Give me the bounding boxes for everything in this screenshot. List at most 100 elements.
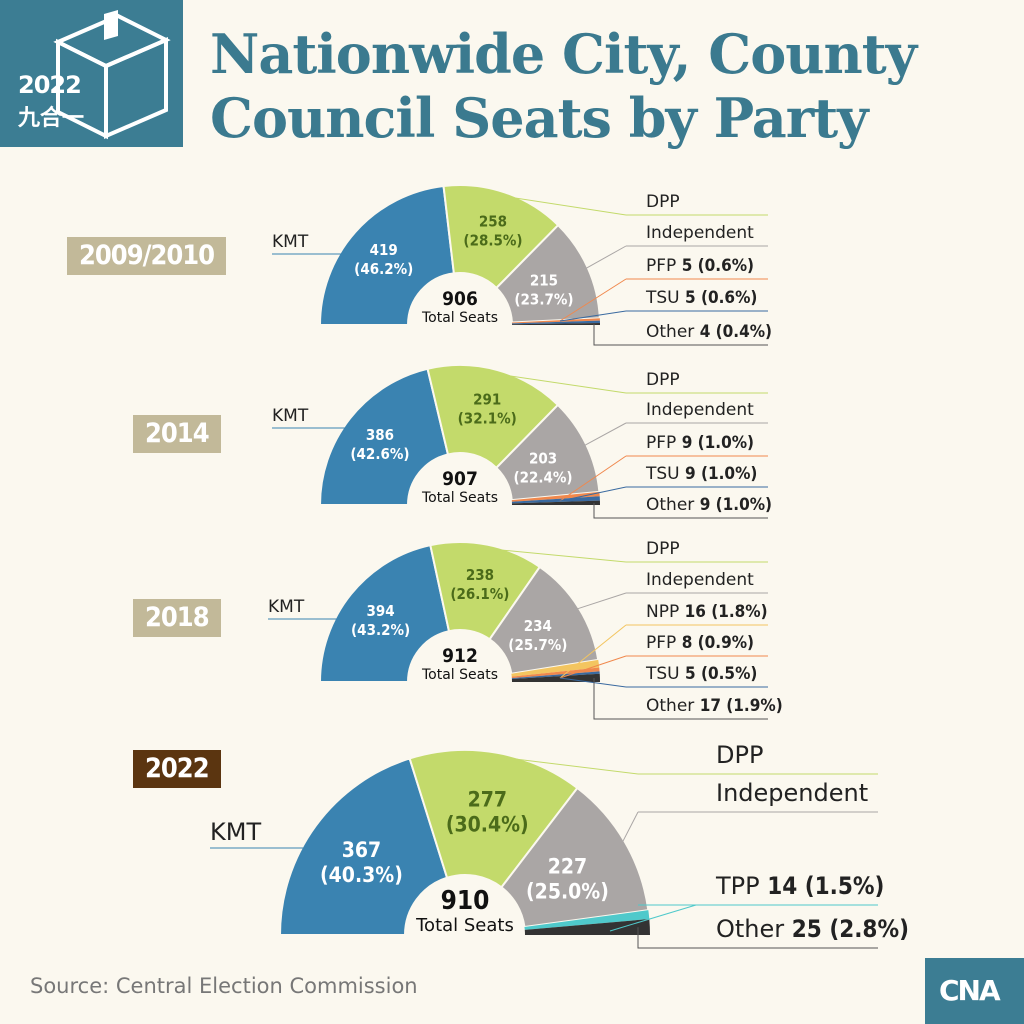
connector-pfp (559, 655, 627, 679)
pct-independent: (22.4%) (513, 468, 572, 486)
total-seats-label: Total Seats (421, 310, 498, 326)
slice-tsu-2018 (511, 671, 600, 679)
legend-kmt: KMT (210, 818, 261, 846)
year-label-2018: 2018 (133, 599, 221, 637)
connector-dpp (503, 195, 627, 216)
value-dpp: 238 (466, 566, 494, 584)
connector-tsu (559, 677, 627, 688)
value-kmt: 419 (370, 241, 398, 259)
slice-other-2014 (511, 500, 600, 505)
year-label-2014: 2014 (133, 415, 221, 453)
slice-tsu-2014 (511, 496, 600, 504)
slice-tsu-2009-2010 (511, 320, 600, 325)
pct-kmt: (43.2%) (351, 621, 410, 639)
legend-kmt: KMT (268, 597, 305, 617)
ballot-box-icon (53, 10, 171, 140)
logo-subtitle: 九合一 (18, 106, 85, 131)
total-seats-value: 912 (442, 645, 478, 667)
election-logo: 2022 九合一 (0, 0, 183, 147)
slice-kmt-2018 (318, 543, 451, 683)
slice-dpp-2022 (408, 749, 579, 889)
connector-other (593, 678, 636, 720)
value-kmt: 394 (367, 602, 395, 620)
connector-independent (621, 811, 639, 845)
title-line-1: Nationwide City, County (210, 22, 917, 86)
value-kmt: 386 (366, 426, 394, 444)
connector-other (593, 502, 636, 519)
legend-pfp: PFP 5 (0.6%) (646, 256, 754, 276)
legend-other: Other 25 (2.8%) (716, 915, 909, 943)
legend-dpp: DPP (716, 741, 763, 769)
slice-tpp-2022 (524, 910, 650, 930)
connector-tsu (559, 310, 627, 322)
connector-other (593, 324, 636, 346)
legend-other: Other 17 (1.9%) (646, 696, 783, 716)
connector-dpp (496, 373, 627, 394)
total-seats-value: 910 (441, 886, 490, 916)
value-independent: 227 (548, 854, 587, 878)
value-independent: 203 (529, 449, 557, 467)
slice-independent-2009-2010 (495, 223, 601, 324)
slice-independent-2018 (488, 565, 600, 675)
value-independent: 234 (524, 617, 552, 635)
cna-logo-text: CNA (939, 974, 1001, 1007)
slice-dpp-2014 (426, 364, 560, 470)
legend-dpp: DPP (646, 192, 680, 212)
legend-npp: NPP 16 (1.8%) (646, 602, 768, 622)
total-seats-value: 907 (442, 468, 478, 490)
slice-kmt-2022 (278, 757, 449, 936)
value-independent: 215 (530, 271, 558, 289)
pct-kmt: (46.2%) (354, 260, 413, 278)
legend-pfp: PFP 8 (0.9%) (646, 633, 754, 653)
slice-kmt-2014 (318, 367, 450, 506)
title-line-2: Council Seats by Party (210, 86, 869, 150)
legend-independent: Independent (716, 779, 868, 807)
total-seats-label: Total Seats (415, 915, 514, 936)
slice-kmt-2009-2010 (318, 184, 455, 326)
legend-other: Other 9 (1.0%) (646, 495, 772, 515)
legend-independent: Independent (646, 223, 754, 243)
pct-dpp: (30.4%) (446, 812, 529, 836)
legend-pfp: PFP 9 (1.0%) (646, 433, 754, 453)
total-seats-label: Total Seats (421, 667, 498, 683)
legend-independent: Independent (646, 570, 754, 590)
year-label-2009-2010: 2009/2010 (67, 237, 227, 275)
connector-pfp (559, 455, 627, 502)
logo-year: 2022 (18, 71, 82, 99)
pct-dpp: (28.5%) (463, 231, 522, 249)
pct-dpp: (26.1%) (450, 585, 509, 603)
value-dpp: 291 (473, 391, 501, 409)
legend-tsu: TSU 5 (0.6%) (645, 288, 757, 308)
connector-independent (583, 245, 627, 270)
slice-dpp-2009-2010 (442, 184, 560, 290)
page-title: Nationwide City, County Council Seats by… (210, 22, 917, 150)
connector-pfp (559, 278, 627, 322)
legend-tsu: TSU 5 (0.5%) (645, 664, 757, 684)
pct-independent: (25.7%) (508, 636, 567, 654)
connector-tsu (559, 486, 627, 502)
legend-tsu: TSU 9 (1.0%) (645, 464, 757, 484)
connector-tpp (609, 904, 697, 932)
legend-tpp: TPP 14 (1.5%) (715, 872, 884, 900)
slice-pfp-2014 (511, 491, 600, 502)
legend-other: Other 4 (0.4%) (646, 322, 772, 342)
pct-independent: (23.7%) (514, 290, 573, 308)
year-label-2022: 2022 (133, 750, 221, 788)
legend-kmt: KMT (272, 406, 309, 426)
value-dpp: 258 (479, 212, 507, 230)
pct-dpp: (32.1%) (458, 410, 517, 428)
slice-pfp-2009-2010 (511, 318, 600, 324)
cna-logo: CNA (925, 958, 1024, 1024)
total-seats-label: Total Seats (421, 490, 498, 506)
source-note: Source: Central Election Commission (30, 974, 418, 998)
pct-independent: (25.0%) (526, 879, 609, 903)
legend-dpp: DPP (646, 539, 680, 559)
slice-other-2022 (524, 919, 650, 935)
total-seats-value: 906 (442, 288, 478, 310)
connector-dpp (496, 756, 639, 775)
connector-independent (582, 422, 627, 447)
legend-dpp: DPP (646, 370, 680, 390)
connector-dpp (486, 548, 627, 563)
pct-kmt: (40.3%) (320, 863, 403, 887)
